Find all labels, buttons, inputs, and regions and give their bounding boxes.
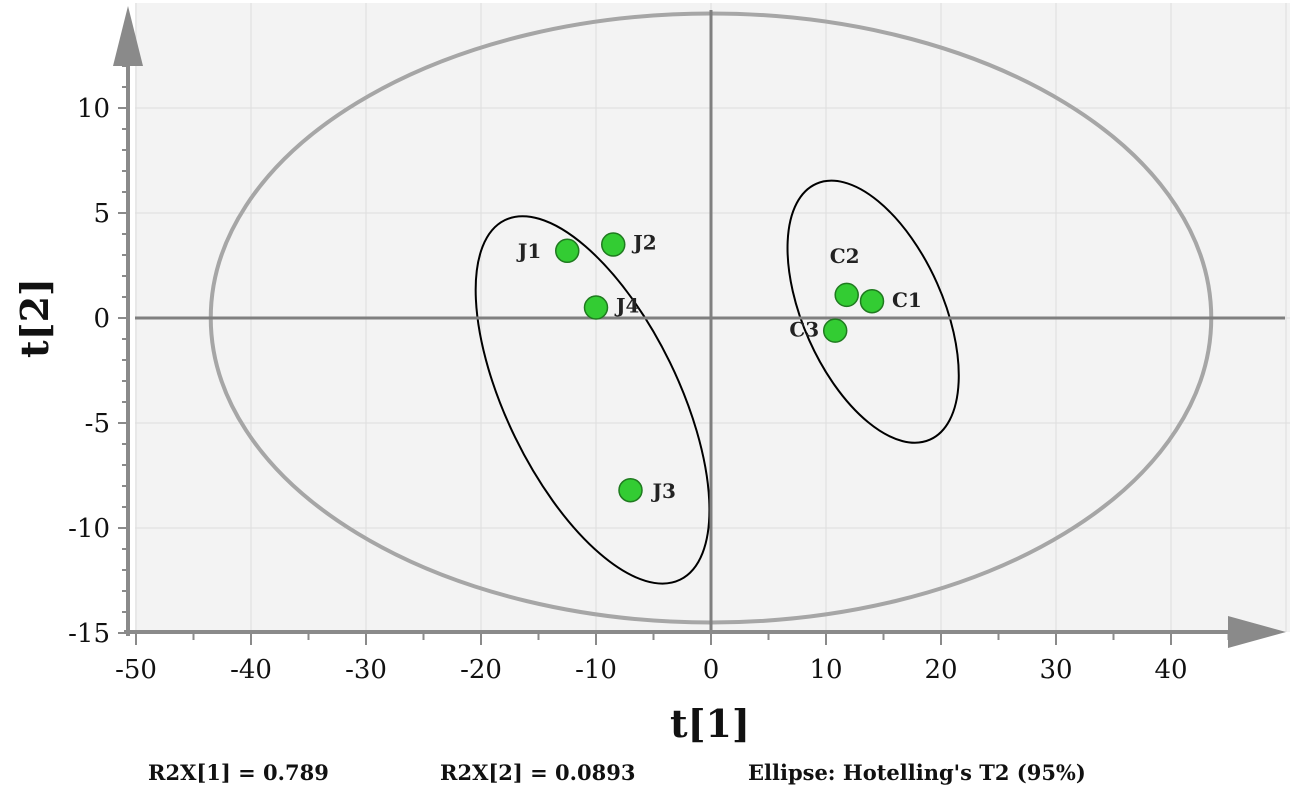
y-tick-label: 5 <box>93 199 110 229</box>
r2x2-stat: R2X[2] = 0.0893 <box>440 760 636 785</box>
y-axis-label: t[2] <box>12 278 57 358</box>
label-j4: J4 <box>614 294 639 318</box>
x-tick-label: -20 <box>460 655 502 685</box>
label-j1: J1 <box>516 239 541 263</box>
data-points <box>555 232 885 503</box>
y-tick-label: 10 <box>77 94 110 124</box>
x-tick-label: -50 <box>115 655 157 685</box>
x-tick-label: 0 <box>703 655 720 685</box>
point-j3 <box>618 477 643 503</box>
point-c1 <box>859 288 885 314</box>
ellipse-note: Ellipse: Hotelling's T2 (95%) <box>748 760 1086 785</box>
x-tick-label: 20 <box>924 655 957 685</box>
x-axis-label: t[1] <box>670 701 750 746</box>
r2x1-stat: R2X[1] = 0.789 <box>148 760 329 785</box>
x-axis-arrow <box>1228 616 1286 648</box>
label-c3: C3 <box>789 318 819 342</box>
point-j2 <box>601 232 626 257</box>
x-tick-label: -30 <box>345 655 387 685</box>
point-c3 <box>822 318 848 343</box>
y-tick-label: 0 <box>93 304 110 334</box>
label-j2: J2 <box>631 231 656 255</box>
x-tick-label: -10 <box>575 655 617 685</box>
x-tick-label: 40 <box>1154 655 1187 685</box>
label-c2: C2 <box>830 244 860 268</box>
point-j4 <box>583 295 609 320</box>
label-c1: C1 <box>892 288 922 312</box>
x-tick-label: 30 <box>1039 655 1072 685</box>
group-c-ellipse <box>786 179 960 444</box>
x-tick-label: 10 <box>809 655 842 685</box>
y-axis-arrow <box>113 6 143 66</box>
axes <box>113 6 1286 648</box>
label-j3: J3 <box>651 479 676 503</box>
point-labels: J1 J2 J4 J3 C2 C1 C3 <box>516 231 922 504</box>
y-tick-label: -10 <box>68 514 110 544</box>
y-tick-label: -5 <box>85 409 110 439</box>
group-j-ellipse <box>474 215 711 585</box>
y-tick-label: -15 <box>68 619 110 649</box>
point-c2 <box>834 282 859 308</box>
point-j1 <box>555 238 580 264</box>
x-tick-label: -40 <box>230 655 272 685</box>
